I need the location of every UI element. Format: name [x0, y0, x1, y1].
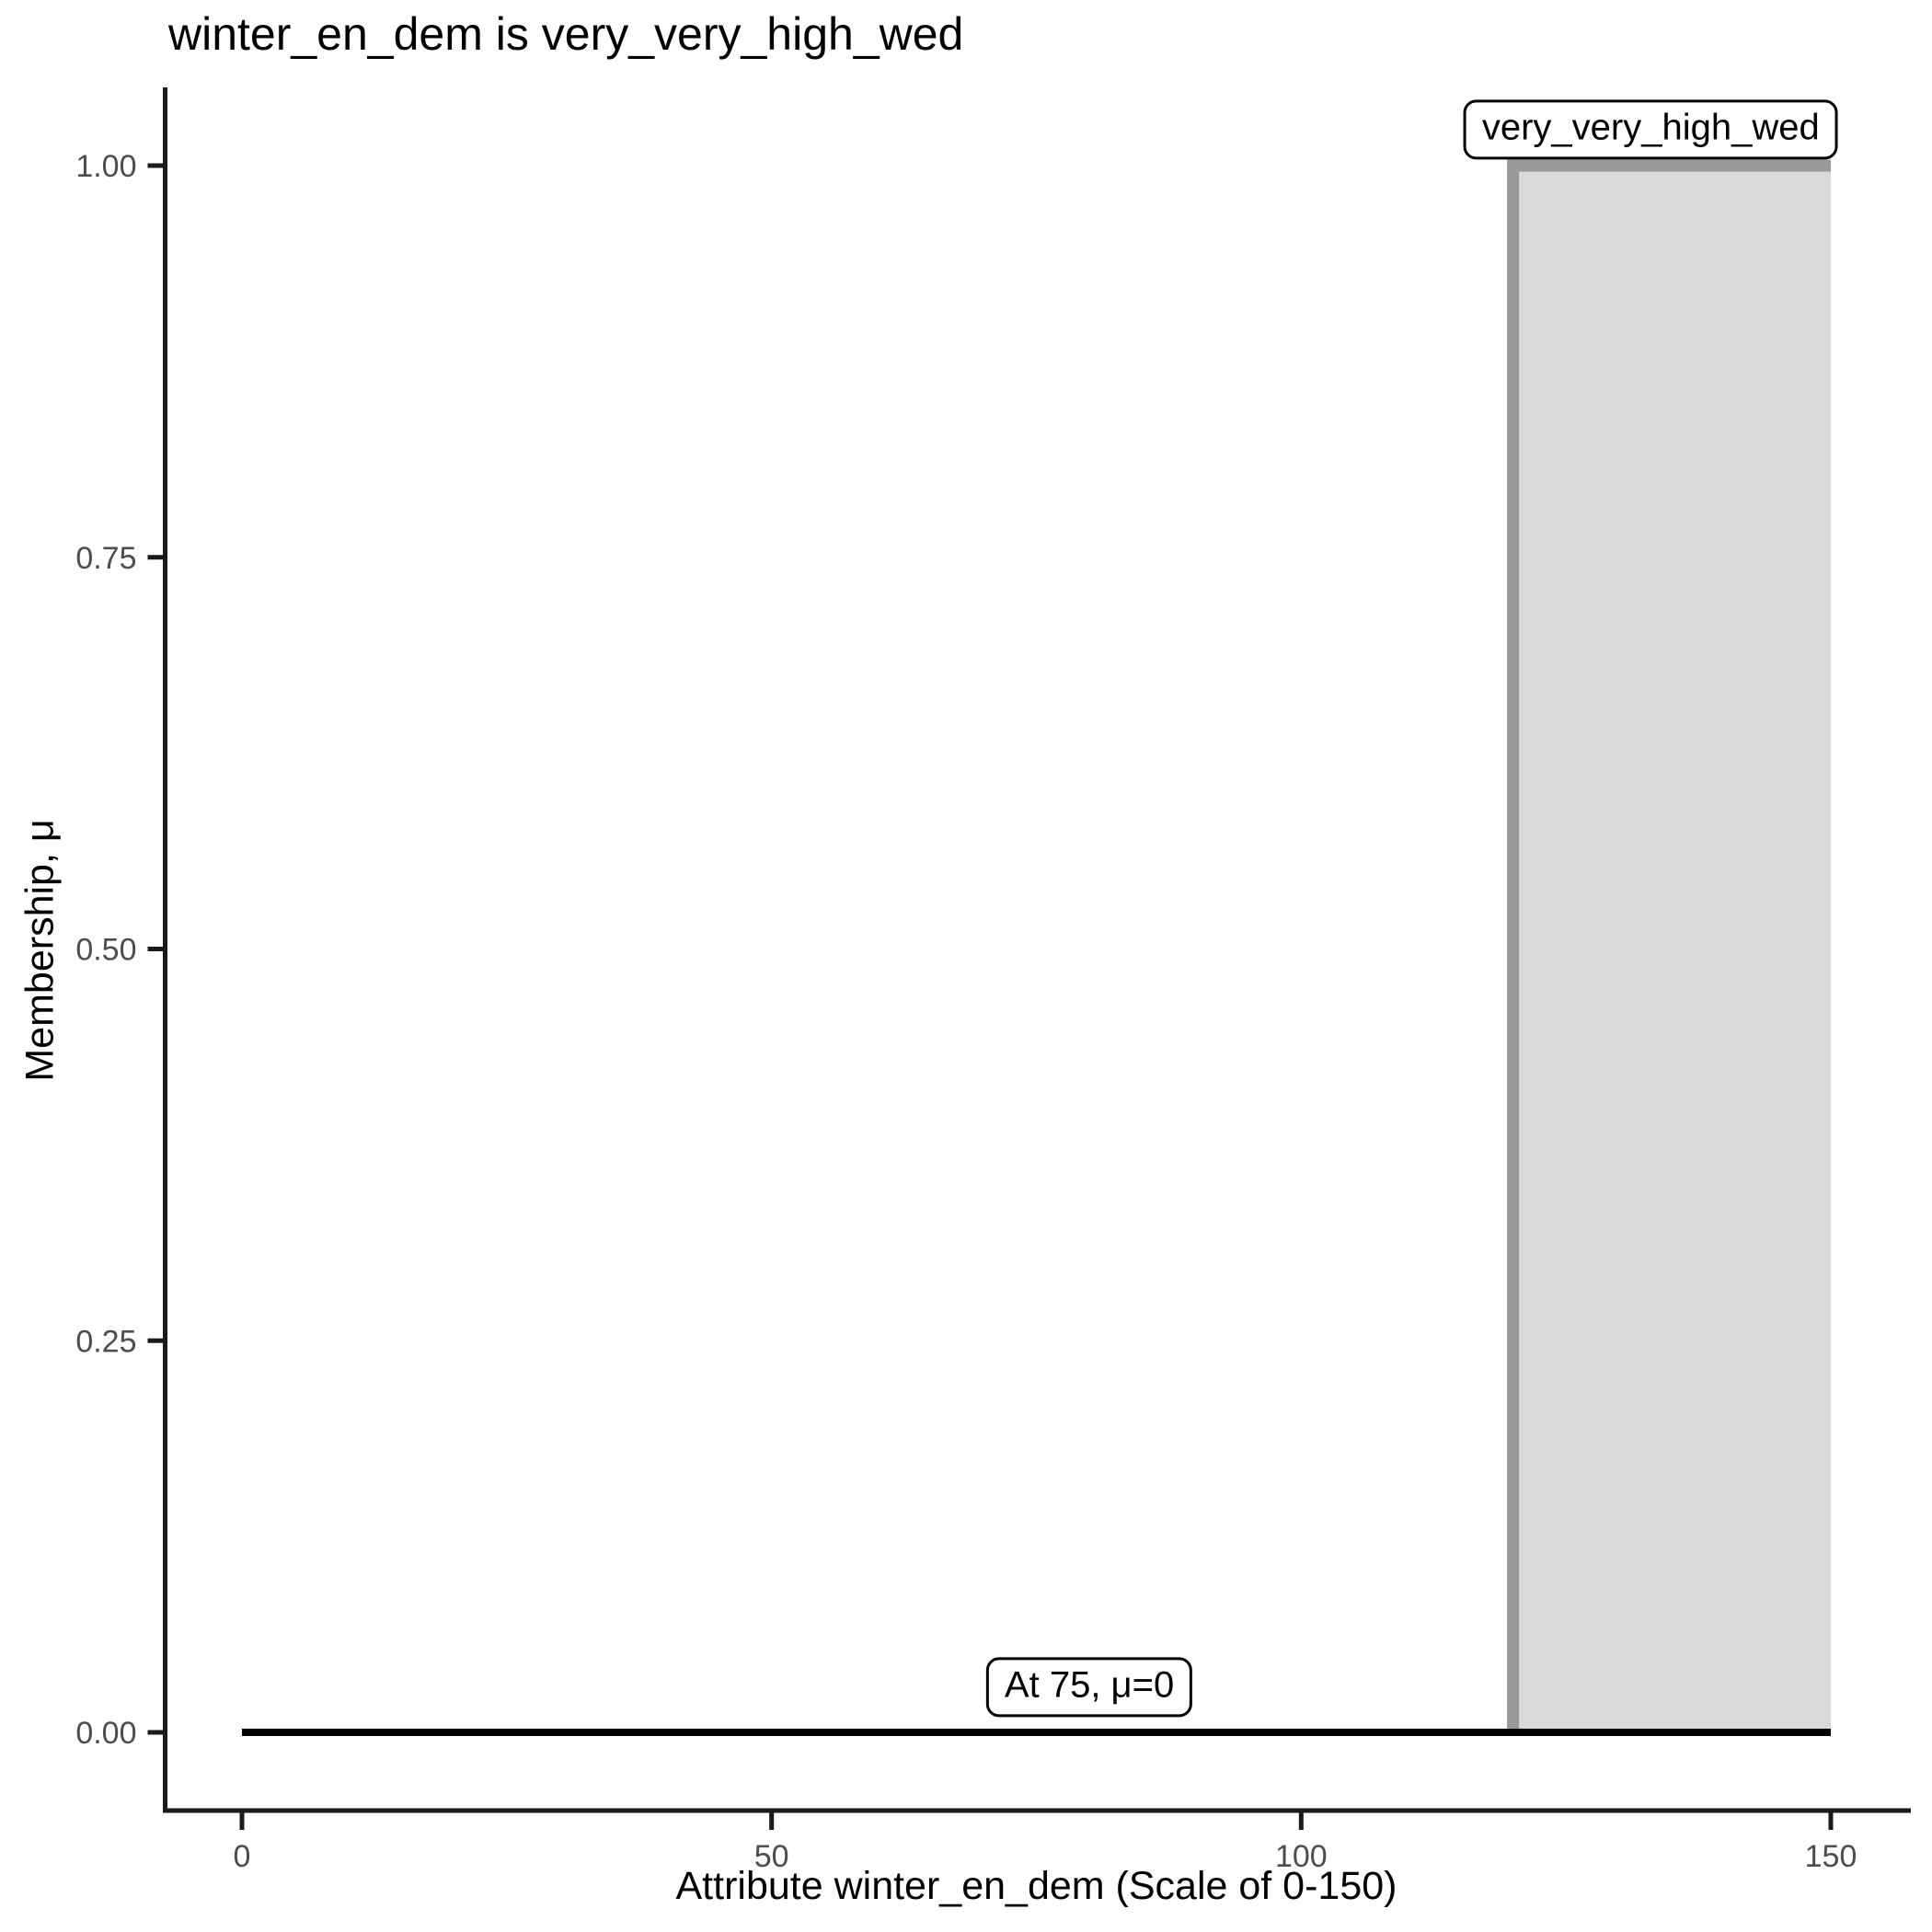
x-axis-label: Attribute winter_en_dem (Scale of 0-150): [675, 1864, 1397, 1908]
y-tick-label: 0.75: [75, 541, 136, 576]
x-tick-label: 50: [754, 1839, 789, 1874]
y-tick-label: 0.00: [75, 1716, 136, 1751]
membership-function-line: [1507, 159, 1831, 1732]
x-tick-label: 0: [234, 1839, 251, 1874]
evaluation-annotation: At 75, μ=0: [985, 1657, 1193, 1718]
y-tick-label: 0.50: [75, 933, 136, 968]
chart-title: winter_en_dem is very_very_high_wed: [168, 8, 964, 60]
y-tick-label: 1.00: [75, 149, 136, 184]
membership-area-fill: [1512, 166, 1831, 1732]
set-name-annotation: very_very_high_wed: [1463, 99, 1838, 160]
x-tick-label: 150: [1805, 1839, 1857, 1874]
y-tick-label: 0.25: [75, 1324, 136, 1359]
x-tick-label: 100: [1275, 1839, 1328, 1874]
